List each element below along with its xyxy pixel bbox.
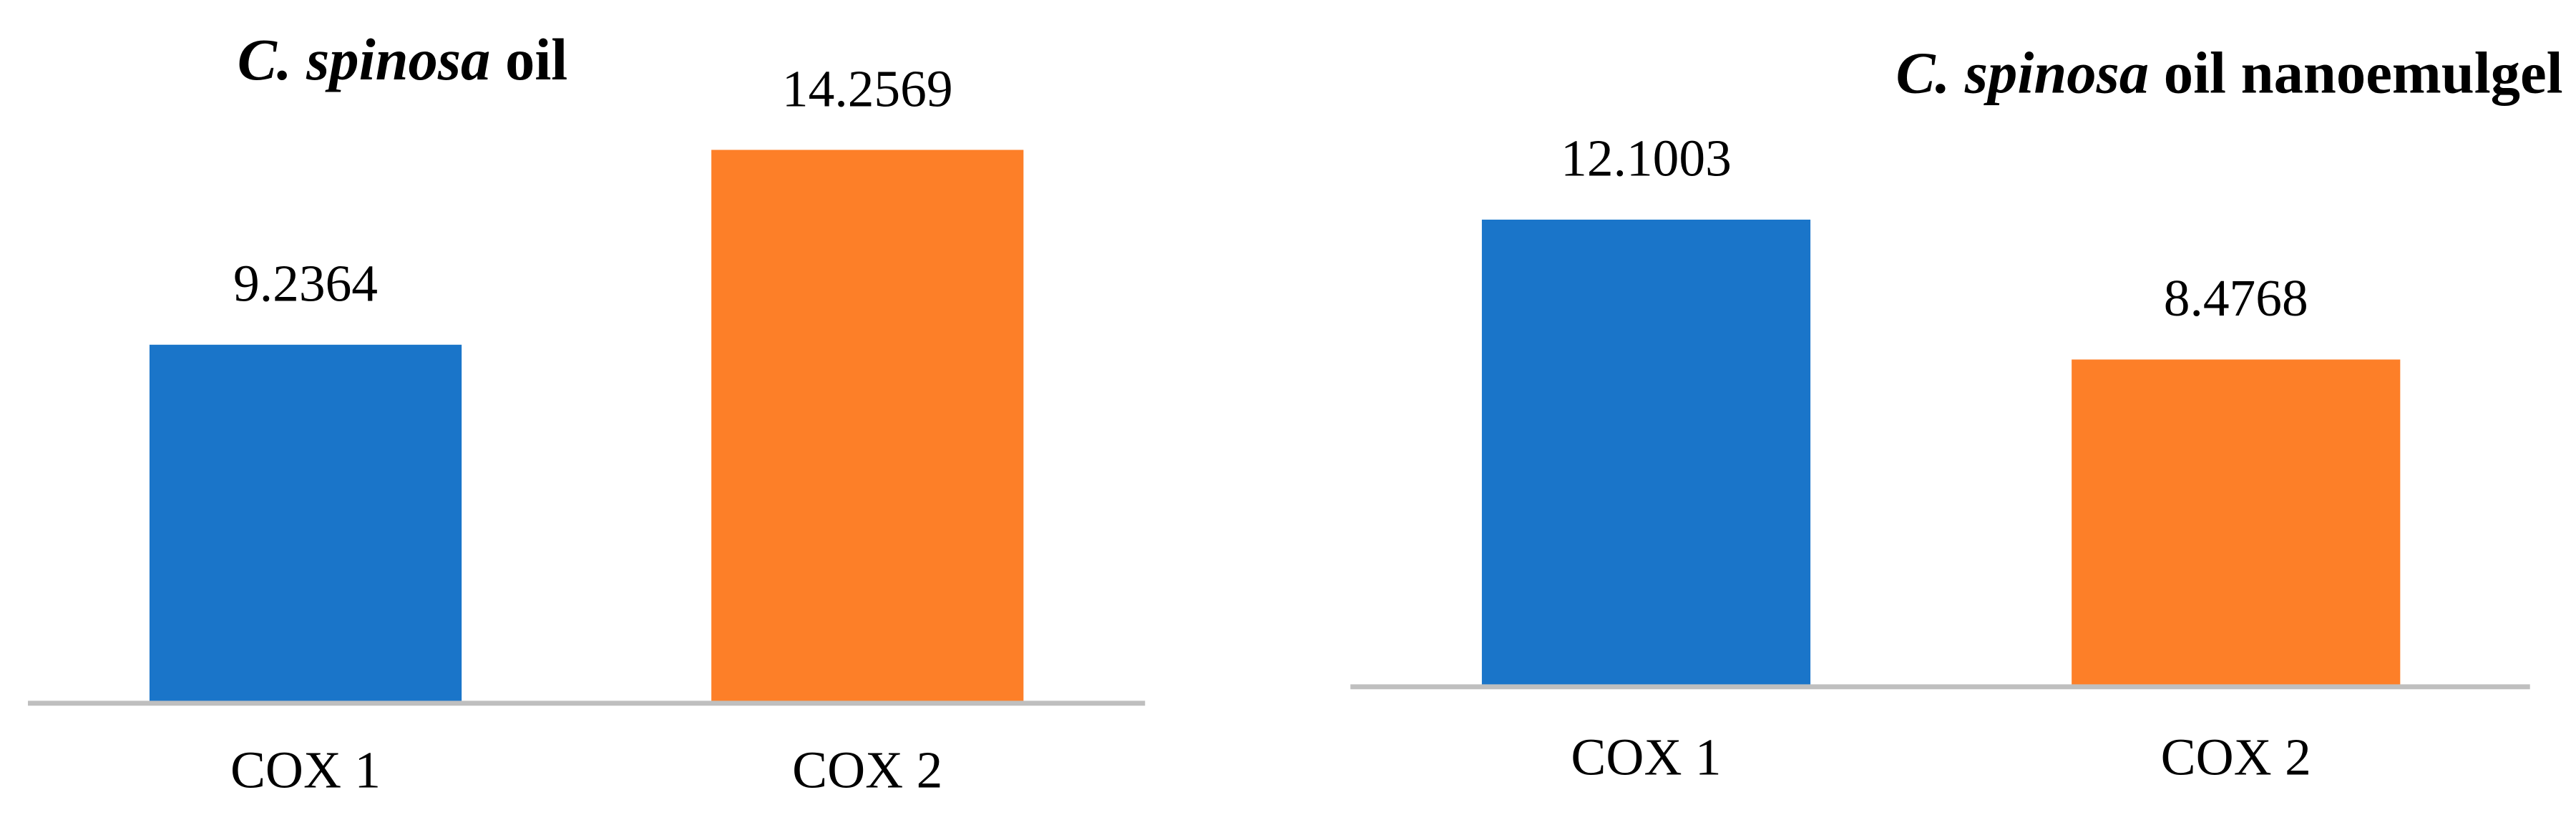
bar [1481, 219, 1811, 687]
title-rest: oil [505, 26, 567, 92]
data-label: 14.2569 [782, 59, 953, 117]
bar [2072, 359, 2401, 687]
x-tick-label: COX 1 [1571, 728, 1721, 786]
title-rest: oil nanoemulgel [2164, 39, 2563, 105]
title-italic: C. spinosa [1896, 39, 2149, 105]
data-label: 9.2364 [233, 255, 378, 313]
bar [711, 150, 1024, 703]
chart-title: C. spinosa oil [238, 26, 568, 92]
x-tick-label: COX 2 [792, 741, 942, 799]
chart-title: C. spinosa oil nanoemulgel [1896, 39, 2562, 105]
data-label: 8.4768 [2164, 269, 2308, 327]
data-label: 12.1003 [1561, 130, 1732, 187]
x-tick-label: COX 2 [2161, 728, 2311, 786]
x-tick-label: COX 1 [230, 741, 381, 799]
bar [149, 344, 462, 703]
title-italic: C. spinosa [238, 26, 491, 92]
